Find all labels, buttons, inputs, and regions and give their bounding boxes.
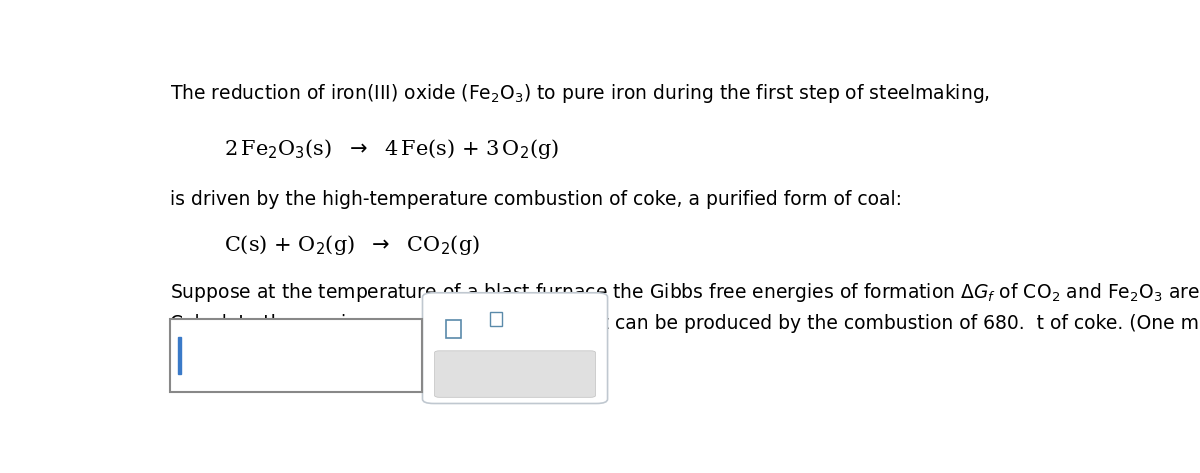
Text: kg: kg: [187, 344, 210, 363]
FancyBboxPatch shape: [491, 313, 503, 326]
Text: Calculate the maximum mass of pure iron that can be produced by the combustion o: Calculate the maximum mass of pure iron …: [170, 314, 1200, 333]
FancyBboxPatch shape: [445, 320, 461, 338]
Text: is driven by the high-temperature combustion of coke, a purified form of coal:: is driven by the high-temperature combus…: [170, 190, 902, 209]
Text: ?: ?: [554, 365, 564, 383]
Text: Suppose at the temperature of a blast furnace the Gibbs free energies of formati: Suppose at the temperature of a blast fu…: [170, 281, 1200, 304]
Text: $_{\times 10}$: $_{\times 10}$: [464, 325, 482, 338]
Text: C(s) + O$_2$(g)  $\rightarrow$  CO$_2$(g): C(s) + O$_2$(g) $\rightarrow$ CO$_2$(g): [224, 233, 480, 257]
FancyBboxPatch shape: [170, 319, 421, 392]
FancyBboxPatch shape: [422, 293, 607, 403]
Text: The reduction of iron(III) oxide (Fe$_2$O$_3$) to pure iron during the first ste: The reduction of iron(III) oxide (Fe$_2$…: [170, 82, 990, 105]
FancyBboxPatch shape: [178, 337, 181, 374]
Text: ×: ×: [451, 365, 466, 383]
Text: ↺: ↺: [502, 365, 516, 383]
FancyBboxPatch shape: [434, 351, 595, 397]
Text: Round your answer to 2 significant digits.: Round your answer to 2 significant digit…: [170, 346, 560, 365]
Text: 2$\,$Fe$_2$O$_3$(s)  $\rightarrow$  4$\,$Fe(s) + 3$\,$O$_2$(g): 2$\,$Fe$_2$O$_3$(s) $\rightarrow$ 4$\,$F…: [224, 137, 559, 161]
